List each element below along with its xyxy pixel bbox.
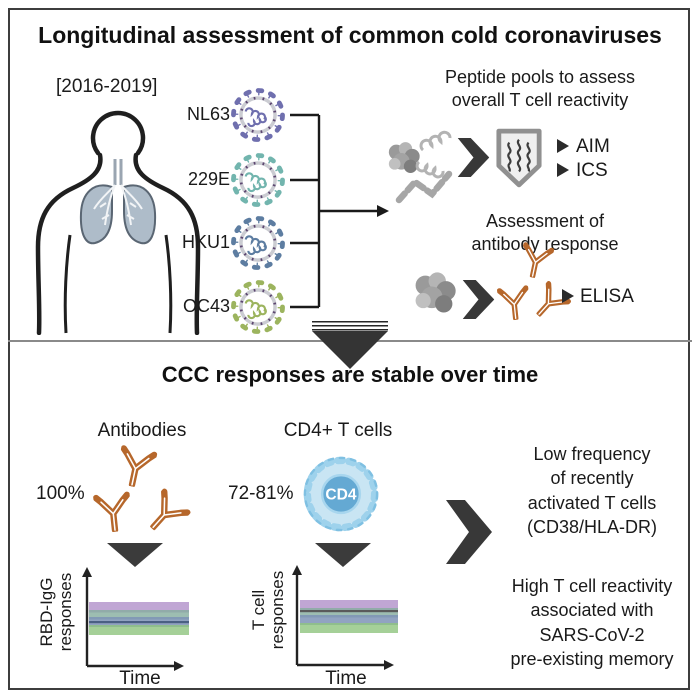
virus-label-229e: 229E [187, 169, 230, 189]
rbd-igg-ylabel: RBD-IgG responses [36, 572, 75, 652]
antibody-assay-heading: Assessment of antibody response [471, 211, 619, 254]
play-triangle-icon [557, 139, 569, 153]
virus-label-oc43: OC43 [182, 296, 230, 316]
finding-activation: Low frequency of recently activated T ce… [526, 444, 658, 537]
shield-peptides-icon [496, 128, 542, 188]
antibody-icon [496, 282, 532, 321]
virus-icon-nl63 [230, 87, 286, 143]
cd4-heading: CD4+ T cells [283, 420, 393, 441]
protein-icon [408, 264, 460, 322]
peptide-zigzag-icon [395, 170, 453, 204]
axis-arrow-icon [292, 565, 302, 575]
virus-icon-oc43 [230, 279, 286, 335]
elisa-label: ELISA [580, 286, 634, 307]
rbd-igg-xlabel: Time [119, 668, 161, 689]
antibodies-value: 100% [36, 483, 85, 504]
antibodies-heading: Antibodies [97, 420, 187, 441]
bracket-arrow-icon [290, 113, 389, 309]
timeframe-label: [2016-2019] [56, 76, 158, 97]
peptide-coil-icon [419, 130, 452, 152]
funnel-icon [312, 321, 388, 331]
axis-arrow-icon [384, 660, 394, 670]
down-triangle-icon [107, 543, 163, 567]
chevron-icon [457, 138, 490, 177]
cd4-cell-label: CD4 [325, 487, 357, 504]
virus-icon-hku1 [230, 215, 286, 271]
peptide-pool-icon [388, 130, 453, 204]
chevron-icon [462, 280, 495, 319]
play-triangle-icon [557, 163, 569, 177]
down-triangle-icon [315, 543, 371, 567]
tcell-assay-heading: Peptide pools to assess overall T cell r… [444, 67, 636, 110]
outer-frame [8, 8, 690, 690]
axis-arrow-icon [82, 567, 92, 577]
axis-arrow-icon [174, 661, 184, 671]
chevron-icon [446, 500, 492, 564]
virus-label-hku1: HKU1 [181, 232, 230, 252]
aim-label: AIM [576, 136, 610, 157]
tcell-ylabel: T cell responses [248, 570, 287, 650]
tcell-xlabel: Time [325, 668, 367, 689]
rbd-igg-graph [82, 567, 189, 671]
top-panel-title: Longitudinal assessment of common cold c… [38, 22, 662, 48]
human-lungs-icon [35, 110, 201, 335]
cd4-cell-icon: CD4 [303, 456, 379, 532]
play-triangle-icon [562, 289, 574, 303]
virus-icon-229e [230, 152, 286, 208]
virus-label-nl63: NL63 [186, 104, 230, 124]
finding-memory: High T cell reactivity associated with S… [510, 576, 674, 669]
protein-icon [388, 142, 420, 173]
tcell-graph [292, 565, 398, 670]
antibody-icon [92, 488, 134, 534]
ics-label: ICS [576, 160, 608, 181]
cd4-value: 72-81% [228, 483, 294, 504]
